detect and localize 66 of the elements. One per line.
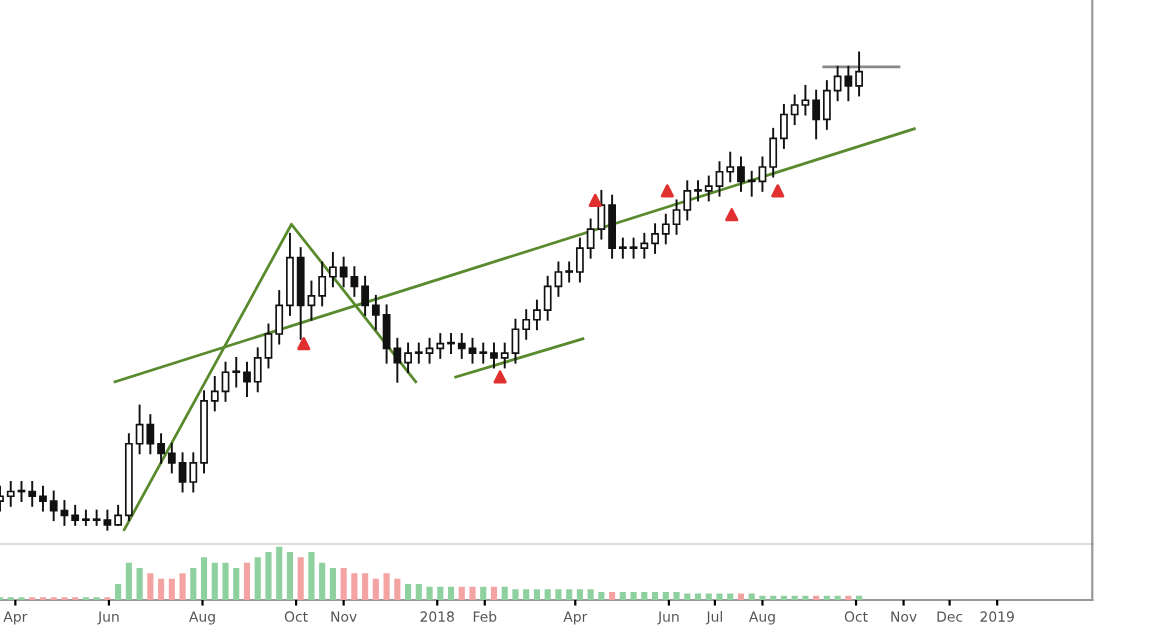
bar xyxy=(179,573,186,600)
bar xyxy=(727,593,734,600)
bar xyxy=(566,589,573,600)
bar xyxy=(662,592,669,600)
bar xyxy=(555,589,562,600)
bar xyxy=(158,578,165,600)
bar xyxy=(694,593,702,600)
bar xyxy=(737,593,745,600)
point xyxy=(660,184,674,198)
bar xyxy=(544,589,551,600)
bar xyxy=(394,578,401,600)
bar xyxy=(415,584,422,600)
bar xyxy=(211,562,218,600)
bar xyxy=(716,593,723,600)
bar xyxy=(490,586,498,600)
bar xyxy=(673,592,680,600)
bar xyxy=(458,586,465,600)
bar xyxy=(254,557,261,600)
bar xyxy=(200,557,208,600)
bar xyxy=(512,589,519,600)
bar xyxy=(501,586,508,600)
point xyxy=(588,193,602,208)
bar xyxy=(705,593,712,600)
bar xyxy=(265,552,272,600)
bar xyxy=(587,589,594,600)
bar xyxy=(598,592,605,600)
bar xyxy=(319,562,326,600)
bar xyxy=(115,584,122,600)
bar xyxy=(125,562,132,600)
bar xyxy=(286,552,294,600)
bar xyxy=(362,573,369,600)
bar xyxy=(641,592,648,600)
bar xyxy=(351,573,358,600)
point xyxy=(725,208,739,222)
bar xyxy=(480,586,487,600)
bar xyxy=(469,586,476,600)
bar xyxy=(243,562,251,600)
bar xyxy=(619,592,626,600)
bar xyxy=(426,586,433,600)
bar xyxy=(190,568,197,600)
bar xyxy=(405,584,412,600)
bar xyxy=(383,573,390,600)
bar xyxy=(447,586,455,600)
bar xyxy=(329,568,336,600)
point xyxy=(493,370,507,384)
bar xyxy=(372,578,379,600)
bar xyxy=(630,592,637,600)
bar xyxy=(609,592,616,600)
bar xyxy=(523,589,530,600)
point xyxy=(297,336,311,351)
bar xyxy=(308,552,315,600)
bar xyxy=(437,586,444,600)
bar xyxy=(136,568,143,600)
bar xyxy=(233,568,240,600)
bar xyxy=(533,589,540,600)
bar xyxy=(168,578,175,600)
bar xyxy=(147,573,154,600)
bar xyxy=(651,592,659,600)
bar xyxy=(276,546,283,600)
bar xyxy=(222,562,229,600)
bar xyxy=(297,557,304,600)
bar xyxy=(340,568,347,600)
bar xyxy=(748,593,755,600)
point xyxy=(771,184,785,198)
bar xyxy=(684,593,691,600)
bar xyxy=(576,589,583,600)
